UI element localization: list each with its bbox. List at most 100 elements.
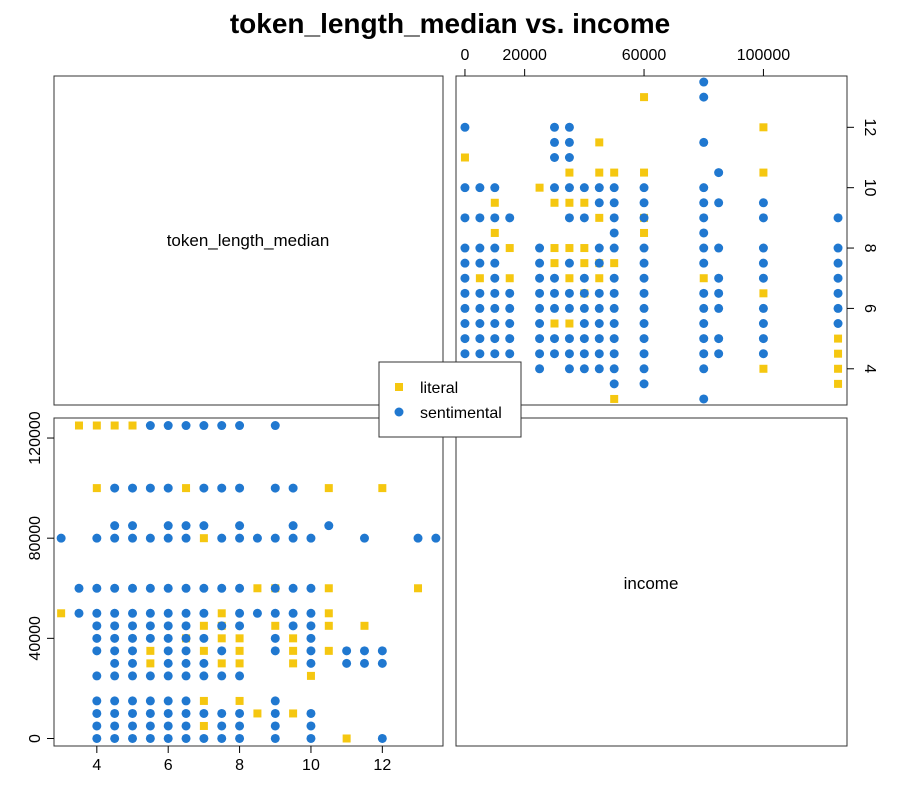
point-sentimental — [609, 243, 619, 253]
point-sentimental — [490, 273, 500, 283]
point-sentimental — [377, 646, 387, 656]
point-literal — [640, 228, 649, 237]
point-literal — [324, 646, 333, 655]
point-sentimental — [490, 334, 500, 344]
point-sentimental — [609, 183, 619, 193]
point-sentimental — [490, 183, 500, 193]
point-sentimental — [460, 122, 470, 132]
point-sentimental — [639, 273, 649, 283]
point-sentimental — [833, 258, 843, 268]
point-sentimental — [475, 183, 485, 193]
point-sentimental — [714, 168, 724, 178]
point-sentimental — [475, 213, 485, 223]
point-literal — [759, 289, 768, 298]
point-literal — [565, 168, 574, 177]
point-sentimental — [490, 288, 500, 298]
point-sentimental — [359, 533, 369, 543]
point-sentimental — [594, 288, 604, 298]
points-top-right — [460, 77, 843, 404]
point-sentimental — [235, 483, 245, 493]
point-sentimental — [235, 621, 245, 631]
point-sentimental — [92, 671, 102, 681]
point-sentimental — [128, 483, 138, 493]
point-sentimental — [306, 621, 316, 631]
point-sentimental — [74, 583, 84, 593]
point-sentimental — [181, 583, 191, 593]
point-sentimental — [564, 213, 574, 223]
point-sentimental — [833, 303, 843, 313]
point-sentimental — [110, 483, 120, 493]
point-sentimental — [181, 671, 191, 681]
point-sentimental — [270, 421, 280, 431]
point-sentimental — [460, 303, 470, 313]
point-sentimental — [163, 533, 173, 543]
point-sentimental — [270, 721, 280, 731]
point-sentimental — [217, 671, 227, 681]
point-literal — [217, 634, 226, 643]
point-literal — [289, 659, 298, 668]
point-sentimental — [758, 258, 768, 268]
point-sentimental — [549, 349, 559, 359]
point-sentimental — [714, 349, 724, 359]
point-sentimental — [579, 213, 589, 223]
point-sentimental — [579, 288, 589, 298]
point-literal — [475, 274, 484, 283]
point-sentimental — [535, 303, 545, 313]
point-sentimental — [535, 258, 545, 268]
point-literal — [834, 364, 843, 373]
point-sentimental — [758, 319, 768, 329]
point-sentimental — [579, 183, 589, 193]
point-sentimental — [199, 521, 209, 531]
point-sentimental — [145, 721, 155, 731]
legend-marker-literal — [395, 383, 403, 391]
point-sentimental — [145, 533, 155, 543]
point-literal — [110, 421, 119, 430]
point-sentimental — [460, 349, 470, 359]
point-sentimental — [128, 671, 138, 681]
point-literal — [378, 484, 387, 493]
point-sentimental — [163, 483, 173, 493]
point-literal — [324, 609, 333, 618]
point-sentimental — [490, 319, 500, 329]
point-sentimental — [110, 608, 120, 618]
point-sentimental — [163, 708, 173, 718]
point-sentimental — [181, 733, 191, 743]
point-sentimental — [145, 608, 155, 618]
point-sentimental — [490, 213, 500, 223]
point-literal — [490, 198, 499, 207]
point-sentimental — [833, 288, 843, 298]
point-sentimental — [110, 633, 120, 643]
point-sentimental — [609, 319, 619, 329]
point-sentimental — [699, 288, 709, 298]
point-sentimental — [342, 658, 352, 668]
point-literal — [128, 421, 137, 430]
point-sentimental — [475, 319, 485, 329]
point-sentimental — [235, 708, 245, 718]
point-sentimental — [699, 92, 709, 102]
point-sentimental — [714, 243, 724, 253]
point-literal — [565, 198, 574, 207]
point-literal — [834, 334, 843, 343]
point-sentimental — [163, 658, 173, 668]
legend-label-literal: literal — [420, 380, 458, 397]
point-sentimental — [92, 583, 102, 593]
point-sentimental — [564, 122, 574, 132]
point-literal — [306, 671, 315, 680]
point-sentimental — [235, 421, 245, 431]
point-sentimental — [609, 228, 619, 238]
point-sentimental — [235, 721, 245, 731]
point-sentimental — [549, 152, 559, 162]
point-sentimental — [56, 533, 66, 543]
point-sentimental — [181, 658, 191, 668]
point-sentimental — [181, 633, 191, 643]
x-tick-label-income-top: 20000 — [502, 47, 547, 64]
point-sentimental — [235, 583, 245, 593]
point-sentimental — [306, 733, 316, 743]
point-sentimental — [699, 303, 709, 313]
point-sentimental — [639, 303, 649, 313]
point-sentimental — [306, 633, 316, 643]
point-sentimental — [579, 319, 589, 329]
point-sentimental — [833, 273, 843, 283]
point-sentimental — [235, 521, 245, 531]
